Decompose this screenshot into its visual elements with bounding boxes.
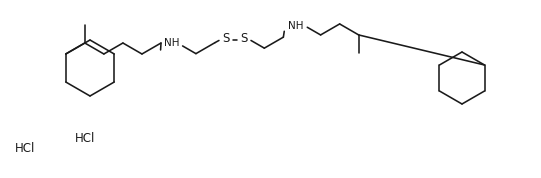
Text: HCl: HCl [75, 132, 95, 145]
Text: HCl: HCl [15, 142, 35, 155]
Text: NH: NH [287, 21, 303, 31]
Text: S: S [240, 32, 248, 45]
Text: NH: NH [164, 38, 179, 48]
Text: S: S [222, 32, 230, 45]
